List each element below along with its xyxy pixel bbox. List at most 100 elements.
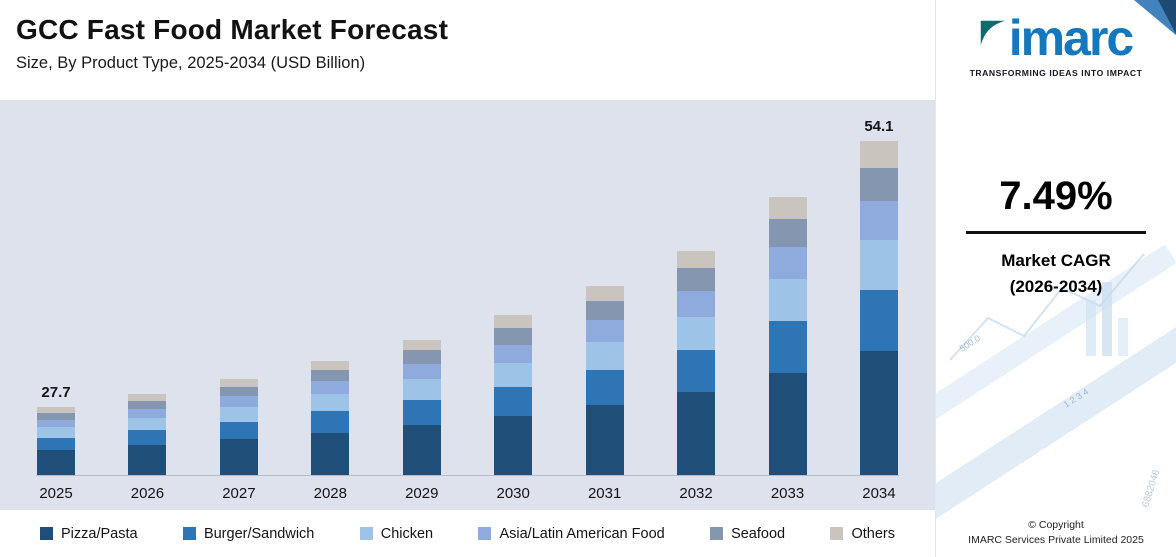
bar-total-label: 54.1: [864, 117, 894, 135]
stacked-bar: [859, 140, 898, 475]
bar-segment-pizza-pasta: [677, 391, 716, 475]
bar-segment-seafood: [768, 219, 807, 248]
chart-legend: Pizza/Pasta Burger/Sandwich Chicken Asia/La…: [0, 510, 935, 557]
legend-item: Pizza/Pasta: [40, 526, 138, 542]
bar-plot: 27.7 54.1: [36, 100, 899, 476]
cagr-years: (2026-2034): [1009, 277, 1103, 297]
bar-segment-pizza-pasta: [859, 351, 898, 475]
bar-group-2028: [310, 338, 350, 475]
copyright-line1: © Copyright: [1028, 518, 1084, 531]
cagr-value: 7.49%: [999, 174, 1113, 218]
bar-segment-others: [37, 407, 75, 413]
imarc-logo-mark-icon: [980, 20, 1006, 46]
cagr-label: Market CAGR: [1001, 251, 1111, 270]
bar-segment-others: [677, 250, 716, 269]
bar-segment-pizza-pasta: [402, 425, 441, 475]
bar-segment-seafood: [311, 370, 350, 382]
bar-segment-others: [311, 360, 350, 371]
x-axis-label: 2031: [587, 484, 622, 502]
bar-segment-others: [768, 197, 807, 220]
bar-segment-asia-latin-american-food: [219, 396, 258, 408]
bar-segment-burger-sandwich: [128, 430, 167, 446]
bar-segment-burger-sandwich: [402, 399, 441, 426]
bar-segment-chicken: [677, 316, 716, 351]
bar-segment-seafood: [585, 300, 624, 320]
bar-segment-seafood: [859, 167, 898, 202]
bar-segment-seafood: [677, 268, 716, 291]
x-axis-label: 2032: [679, 484, 713, 502]
decorative-background: 500.0 1 2 3 4 6882048: [936, 0, 1176, 534]
decorative-number: 6882048: [1140, 468, 1162, 509]
bar-group-2033: [768, 174, 808, 475]
chart-area: 27.7 54.1 2025 2026 2027 2028 2029 2030 2031 203…: [0, 100, 935, 510]
bar-segment-pizza-pasta: [768, 372, 807, 475]
bar-segment-asia-latin-american-food: [768, 247, 807, 280]
chart-subtitle: Size, By Product Type, 2025-2034 (USD Bi…: [16, 54, 366, 72]
bar-segment-seafood: [402, 350, 441, 364]
x-axis-label: 2030: [496, 484, 530, 502]
legend-label: Pizza/Pasta: [61, 525, 138, 542]
stacked-bar: [494, 315, 533, 475]
copyright: © Copyright IMARC Services Private Limit…: [968, 518, 1144, 548]
bar-segment-chicken: [128, 417, 167, 431]
bar-segment-chicken: [494, 362, 533, 387]
bar-segment-asia-latin-american-food: [128, 408, 167, 418]
bar-total-label: 27.7: [41, 384, 71, 402]
bar-segment-pizza-pasta: [311, 432, 350, 475]
bar-group-2029: [402, 317, 442, 475]
stacked-bar: [37, 407, 75, 475]
bar-segment-seafood: [494, 328, 533, 345]
legend-label: Chicken: [380, 525, 434, 542]
bar-segment-chicken: [768, 279, 807, 321]
legend-item: Seafood: [710, 526, 785, 542]
legend-label: Others: [851, 525, 895, 542]
bar-segment-asia-latin-american-food: [37, 419, 75, 428]
imarc-tagline: TRANSFORMING IDEAS INTO IMPACT: [969, 68, 1143, 78]
bar-segment-pizza-pasta: [128, 445, 167, 475]
bar-segment-pizza-pasta: [494, 416, 533, 475]
legend-label: Burger/Sandwich: [203, 525, 315, 542]
brand-sidebar: 500.0 1 2 3 4 6882048 imarc TRANSFORMING…: [935, 0, 1176, 557]
bar-group-2034: 54.1: [859, 118, 899, 475]
bar-segment-asia-latin-american-food: [585, 319, 624, 342]
stacked-bar: [311, 360, 350, 475]
stacked-bar: [402, 339, 441, 475]
copyright-line2: IMARC Services Private Limited 2025: [968, 533, 1144, 546]
legend-item: Asia/Latin American Food: [478, 526, 665, 542]
bar-group-2026: [127, 371, 167, 475]
bar-segment-seafood: [219, 386, 258, 397]
bar-segment-pizza-pasta: [585, 405, 624, 475]
bar-segment-chicken: [219, 407, 258, 422]
legend-swatch-icon: [182, 527, 196, 540]
bar-group-2032: [676, 228, 716, 475]
imarc-logo-text: imarc: [1008, 10, 1134, 66]
bar-segment-others: [402, 339, 441, 351]
bar-segment-pizza-pasta: [219, 439, 258, 475]
stacked-bar: [677, 250, 716, 475]
stacked-bar: [219, 379, 258, 475]
legend-swatch-icon: [710, 527, 724, 540]
bar-segment-chicken: [859, 239, 898, 290]
chart-title: GCC Fast Food Market Forecast: [16, 14, 449, 45]
bar-segment-others: [859, 140, 898, 168]
x-axis-label: 2033: [770, 484, 805, 502]
bar-segment-burger-sandwich: [859, 289, 898, 352]
legend-item: Burger/Sandwich: [182, 525, 315, 542]
legend-label: Seafood: [731, 525, 786, 542]
legend-swatch-icon: [830, 527, 844, 540]
stacked-bar: [128, 394, 167, 475]
bar-segment-burger-sandwich: [494, 386, 533, 417]
bar-segment-seafood: [37, 412, 75, 420]
bar-segment-chicken: [311, 394, 350, 412]
bar-group-2025: 27.7: [36, 384, 76, 475]
bar-segment-others: [128, 394, 167, 401]
legend-item: Others: [830, 526, 895, 542]
legend-swatch-icon: [359, 527, 373, 540]
bar-group-2031: [585, 263, 625, 475]
bar-segment-others: [219, 379, 258, 387]
bar-segment-chicken: [402, 379, 441, 400]
x-axis-labels: 2025 2026 2027 2028 2029 2030 2031 2032 2033 2034: [36, 476, 899, 510]
bar-segment-burger-sandwich: [37, 437, 75, 451]
imarc-logo: imarc: [980, 10, 1134, 66]
